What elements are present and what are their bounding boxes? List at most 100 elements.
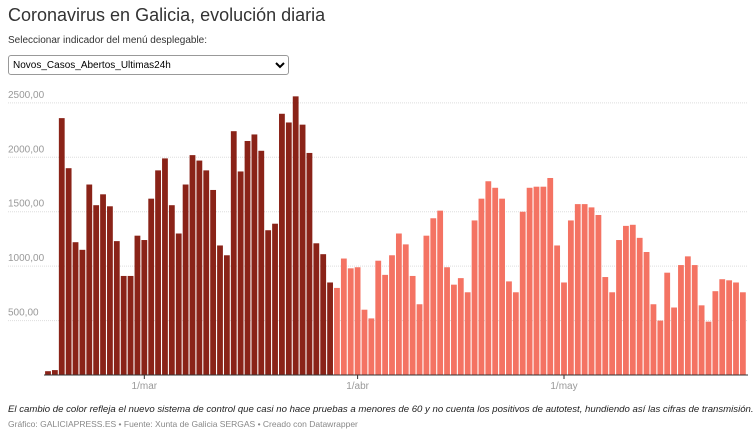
bar	[602, 277, 609, 375]
bar	[265, 230, 272, 375]
bar	[272, 223, 278, 375]
bar	[162, 158, 168, 375]
bar	[285, 122, 292, 375]
bar	[368, 318, 375, 375]
bar	[485, 181, 492, 375]
bar	[726, 280, 733, 375]
bar	[230, 131, 237, 375]
bar	[148, 198, 155, 375]
bar	[299, 124, 306, 376]
bar	[141, 240, 148, 375]
bar	[327, 282, 333, 375]
bar	[210, 189, 217, 375]
bar	[65, 168, 72, 375]
bar	[334, 287, 340, 375]
bar	[79, 249, 86, 375]
bar	[279, 113, 285, 375]
notes: El cambio de color refleja el nuevo sist…	[8, 404, 754, 415]
bar	[416, 304, 423, 375]
bar	[120, 275, 127, 375]
bar	[51, 370, 58, 375]
bar	[464, 292, 471, 375]
bar	[189, 155, 196, 375]
y-tick-label: 2000,00	[8, 144, 45, 155]
bar	[519, 211, 526, 375]
bar	[506, 281, 512, 375]
x-tick-label: 1/abr	[346, 381, 369, 392]
bar	[595, 214, 602, 375]
y-tick-label: 2500,00	[8, 90, 45, 101]
bar	[196, 160, 203, 375]
bar	[306, 152, 313, 375]
bar	[609, 292, 616, 375]
bar	[581, 204, 588, 375]
bar	[574, 204, 581, 375]
bar	[636, 237, 643, 375]
bar	[719, 279, 726, 375]
bar	[650, 304, 657, 375]
bar	[375, 260, 382, 375]
bar	[93, 205, 100, 375]
bar	[499, 198, 505, 375]
bar	[540, 186, 547, 375]
bar	[86, 184, 93, 375]
bar	[100, 194, 106, 375]
bar	[623, 225, 629, 375]
bar	[389, 255, 395, 375]
footer: Gráfico: GALICIAPRESS.ES • Fuente: Xunta…	[8, 419, 358, 429]
bar	[430, 218, 437, 375]
chart-title: Coronavirus en Galicia, evolución diaria	[8, 5, 326, 25]
bar	[547, 177, 554, 375]
bar	[402, 244, 409, 375]
bar	[616, 240, 622, 375]
bar	[526, 187, 533, 375]
bar	[175, 233, 182, 375]
bar	[361, 309, 368, 375]
indicator-select[interactable]: Novos_Casos_Abertos_Ultimas24h	[8, 55, 289, 75]
bar	[340, 258, 347, 375]
bar	[588, 207, 595, 375]
bar	[561, 282, 567, 375]
bar	[127, 275, 134, 375]
bar	[134, 235, 141, 375]
bar	[72, 242, 79, 375]
bar	[203, 170, 210, 375]
bar	[217, 245, 223, 375]
bar	[423, 235, 430, 375]
bar	[258, 150, 265, 375]
bar	[478, 198, 485, 375]
bar	[712, 291, 719, 375]
bar	[554, 245, 561, 375]
bar	[533, 186, 540, 375]
x-tick-label: 1/may	[550, 381, 577, 392]
bar	[168, 205, 175, 375]
bar	[567, 220, 574, 375]
bar	[58, 118, 65, 375]
bar	[629, 224, 636, 375]
bar	[320, 254, 327, 375]
bar	[705, 321, 712, 375]
y-tick-label: 1500,00	[8, 199, 45, 210]
bar	[437, 210, 444, 375]
bar	[409, 275, 416, 375]
bar	[223, 255, 230, 375]
bar	[251, 134, 258, 375]
bar	[113, 241, 120, 375]
bar	[382, 274, 389, 375]
bar	[354, 267, 361, 375]
bar	[657, 320, 664, 375]
bar	[492, 187, 499, 375]
bar	[237, 171, 244, 375]
bar	[684, 256, 691, 375]
bar	[691, 265, 698, 375]
selector-label: Seleccionar indicador del menú desplegab…	[8, 35, 208, 46]
bar	[471, 220, 478, 375]
bar	[444, 267, 450, 375]
y-tick-label: 500,00	[8, 308, 39, 319]
bar	[512, 292, 519, 375]
bar	[244, 140, 251, 375]
bar	[671, 307, 677, 375]
bar	[457, 278, 464, 375]
bar	[664, 272, 671, 375]
